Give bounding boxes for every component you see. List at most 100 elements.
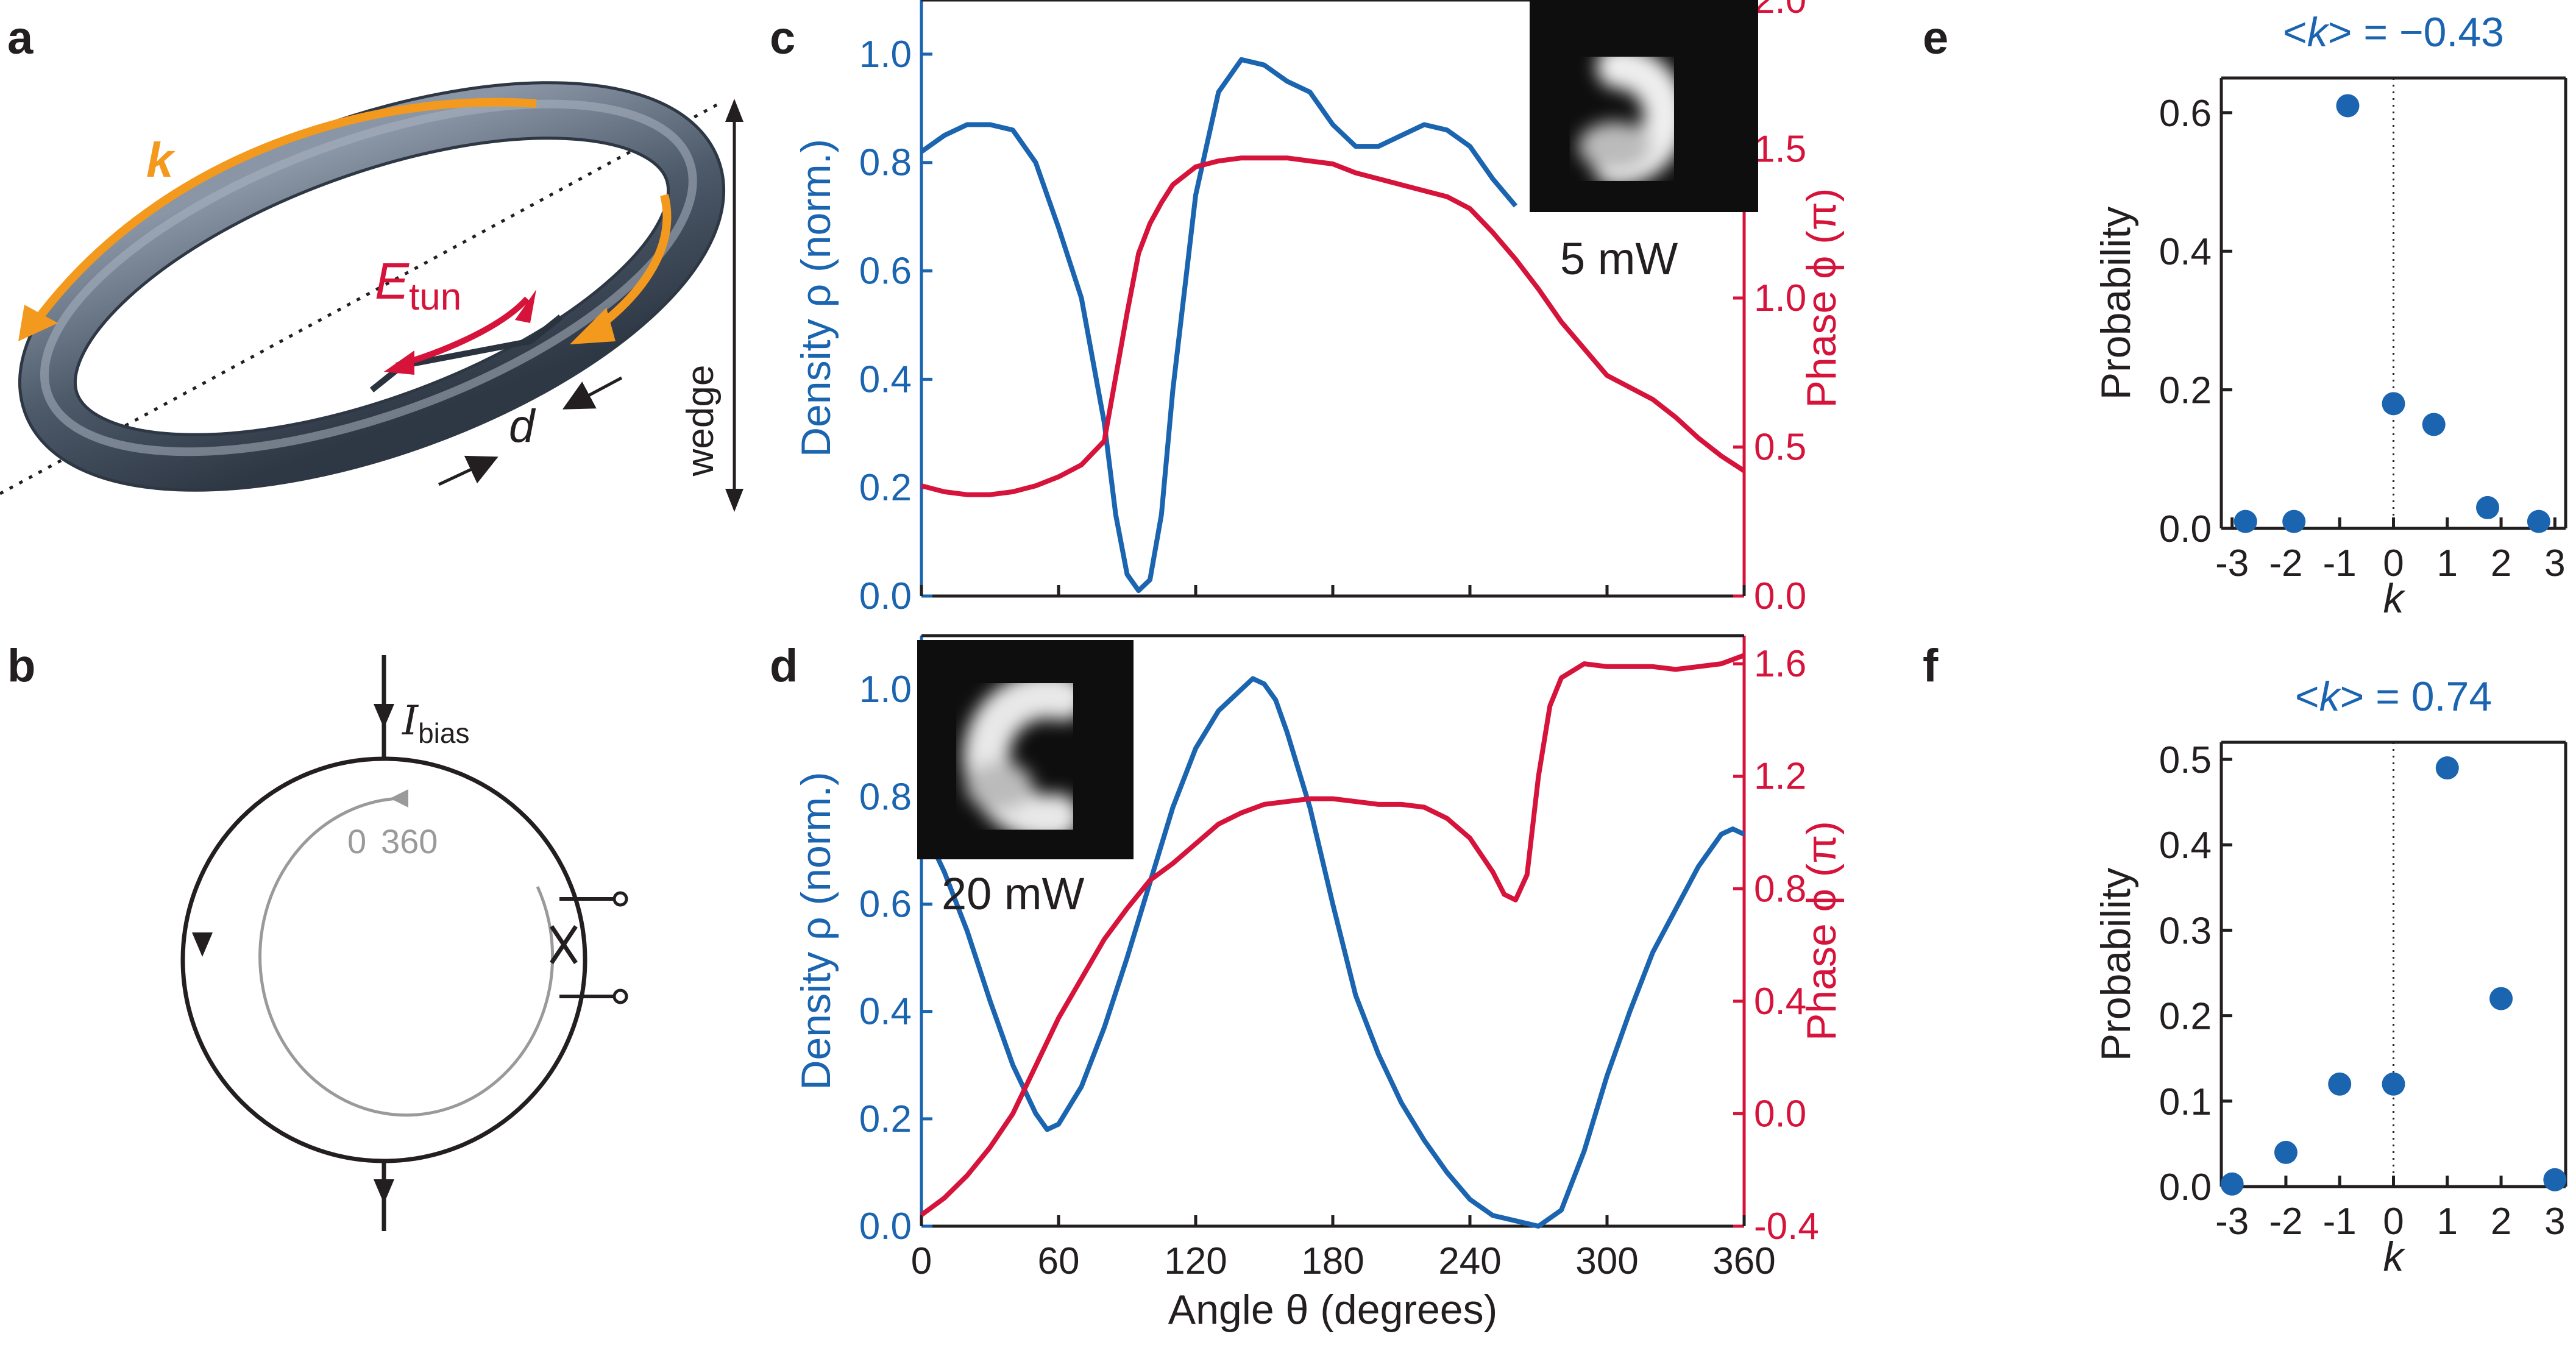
y-tick-label: 0.4 — [2159, 825, 2212, 867]
x-tick-label: 0 — [2383, 542, 2404, 584]
x-tick-label: 180 — [1301, 1240, 1364, 1282]
right-tick-label: 0.4 — [1754, 981, 1806, 1023]
x-axis-label: k — [2383, 1234, 2406, 1280]
data-point — [2274, 1140, 2297, 1164]
probe-terminal-bottom — [612, 989, 628, 1004]
data-point — [2382, 392, 2405, 416]
title-variable: k — [2307, 9, 2330, 55]
density-series-line — [920, 57, 1518, 594]
torus-ring — [18, 81, 726, 492]
right-tick-label: 0.5 — [1754, 427, 1806, 469]
right-tick-label: -0.4 — [1754, 1205, 1819, 1248]
inset-label-c: 5 mW — [1560, 233, 1678, 284]
panel-a-ring-diagram: k Etun d wedge — [0, 81, 743, 512]
d-arrow-left — [438, 455, 499, 486]
left-tick-label: 0.2 — [859, 1098, 912, 1140]
data-point — [2422, 413, 2446, 436]
x-tick-label: 1 — [2437, 1201, 2458, 1243]
y-tick-label: 0.4 — [2159, 231, 2212, 273]
title-prefix: < — [2283, 9, 2307, 55]
left-tick-label: 0.2 — [859, 467, 912, 509]
data-point — [2282, 509, 2306, 533]
chart-d: 0.0 0.2 0.4 0.6 0.8 1.0 -0.4 0.0 0.4 0.8 1.2 1.6 0 60… — [793, 634, 1845, 1333]
left-tick-label: 0.8 — [859, 776, 912, 818]
wedge-notch — [369, 314, 563, 392]
phase-series-line — [920, 653, 1745, 1217]
loop-circle — [180, 756, 587, 1163]
bias-out-arrow — [374, 1179, 394, 1204]
y-axis-label: Probability — [2093, 207, 2139, 400]
chart-f: 0.0 0.1 0.2 0.3 0.4 0.5 -3 -2 -1 0 1 2 3 k Probability… — [2093, 673, 2567, 1280]
wedge-label: wedge — [679, 365, 722, 477]
x-tick-label: 0 — [911, 1240, 932, 1282]
angle-end-label: 360 — [381, 822, 438, 861]
right-tick-label: 1.6 — [1754, 643, 1806, 685]
panel-letter-d: d — [770, 640, 798, 692]
left-tick-label: 0.6 — [859, 250, 912, 293]
left-tick-label: 1.0 — [859, 669, 912, 711]
data-point — [2336, 94, 2360, 118]
x-tick-label: 2 — [2491, 542, 2511, 584]
x-tick-label: 3 — [2544, 542, 2565, 584]
left-axis-label: Density ρ (norm.) — [793, 772, 839, 1090]
x-tick-label: 240 — [1438, 1240, 1501, 1282]
x-tick-label: 120 — [1164, 1240, 1227, 1282]
angle-arc-head — [390, 789, 408, 808]
k-arrow-outer — [27, 98, 537, 332]
x-tick-label: -3 — [2215, 542, 2249, 584]
data-point — [2328, 1072, 2352, 1096]
title-suffix: > = −0.43 — [2328, 9, 2504, 55]
phase-series-line — [920, 155, 1746, 497]
k-arrow-inner — [588, 194, 672, 336]
data-point — [2220, 1172, 2244, 1196]
chart-title: <k> = −0.43 — [2283, 9, 2504, 55]
left-tick-label: 0.8 — [859, 142, 912, 184]
wedge-arrow-bottom — [725, 489, 743, 512]
y-tick-label: 0.2 — [2159, 996, 2212, 1038]
loop-direction-arrow — [192, 932, 213, 957]
left-axis-label: Density ρ (norm.) — [793, 139, 839, 457]
left-tick-label: 0.0 — [859, 575, 912, 617]
x-tick-label: 60 — [1038, 1240, 1080, 1282]
x-tick-label: 2 — [2491, 1201, 2511, 1243]
left-tick-label: 1.0 — [859, 34, 912, 76]
title-variable: k — [2319, 673, 2342, 720]
angle-start-label: 0 — [347, 822, 366, 861]
y-tick-label: 0.2 — [2159, 370, 2212, 412]
x-axis-label: Angle θ (degrees) — [1168, 1287, 1498, 1333]
y-axis-label: Probability — [2093, 868, 2139, 1062]
y-tick-label: 0.3 — [2159, 910, 2212, 952]
y-tick-label: 0.5 — [2159, 739, 2212, 781]
x-tick-label: -2 — [2269, 1201, 2302, 1243]
chart-c: 0.0 0.2 0.4 0.6 0.8 1.0 0.0 0.5 1.0 1.5 2.0 Density… — [793, 0, 1845, 617]
k-arrow-inner-head — [570, 308, 616, 344]
title-suffix: > = 0.74 — [2340, 673, 2493, 720]
x-tick-label: -2 — [2269, 542, 2302, 584]
right-tick-label: 0.0 — [1754, 575, 1806, 617]
chart-title: <k> = 0.74 — [2295, 673, 2492, 720]
wedge-arrow-top — [725, 99, 743, 122]
x-tick-label: 360 — [1712, 1240, 1775, 1282]
panel-letter-f: f — [1923, 640, 1939, 692]
inset-image-c — [1530, 0, 1758, 212]
x-tick-label: -3 — [2215, 1201, 2249, 1243]
right-tick-label: 0.0 — [1754, 1093, 1806, 1135]
e-tun-arrow-head-left — [384, 350, 414, 375]
right-axis-label: Phase ϕ (π) — [1798, 188, 1845, 408]
panel-letter-e: e — [1923, 12, 1948, 64]
data-point — [2527, 509, 2550, 533]
x-axis-label: k — [2383, 575, 2406, 622]
k-arrow-outer-head — [18, 305, 58, 341]
panel-letter-a: a — [7, 12, 34, 64]
data-point — [2489, 987, 2513, 1010]
data-point — [2475, 495, 2499, 519]
y-tick-label: 0.0 — [2159, 508, 2212, 550]
d-label: d — [509, 400, 536, 452]
data-point — [2435, 756, 2459, 780]
angle-arc — [258, 797, 555, 1117]
d-arrow-right — [562, 376, 623, 410]
y-tick-label: 0.0 — [2159, 1166, 2212, 1209]
x-tick-label: 0 — [2383, 1201, 2404, 1243]
